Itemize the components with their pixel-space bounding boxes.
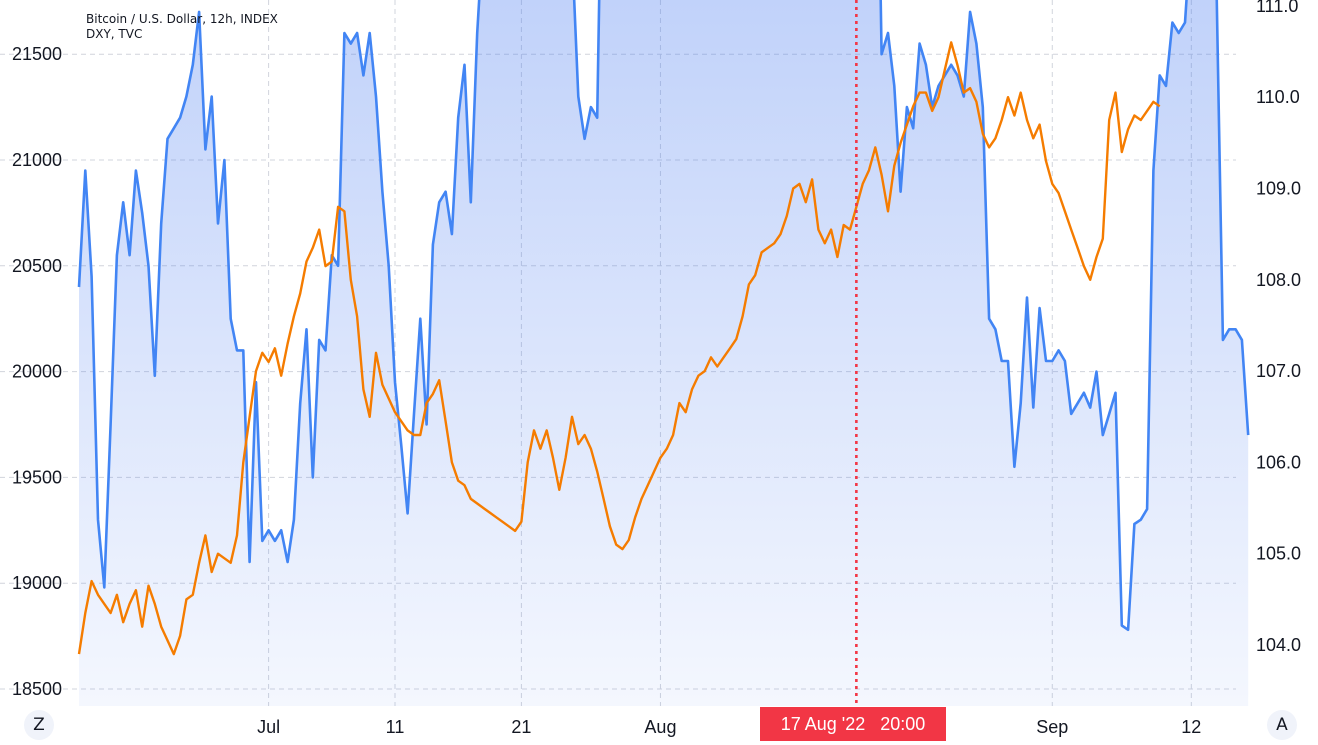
right-axis-tick-label: 104.0 xyxy=(1256,635,1301,655)
left-axis-tick-label: 21000 xyxy=(12,150,62,170)
left-axis-tick-label: 18500 xyxy=(12,679,62,699)
left-axis-tick-label: 21500 xyxy=(12,44,62,64)
x-axis-tick-label: Jul xyxy=(257,717,280,737)
auto-scale-button[interactable]: A xyxy=(1267,710,1297,740)
right-axis-tick-label: 111.0 xyxy=(1256,0,1298,16)
left-axis-tick-label: 19000 xyxy=(12,573,62,593)
plot-area xyxy=(77,0,1250,706)
left-axis-tick-label: 20000 xyxy=(12,362,62,382)
btc-price-line xyxy=(77,0,1250,632)
btc-area-fill xyxy=(79,0,1249,706)
right-axis-tick-label: 109.0 xyxy=(1256,179,1301,199)
axes-labels: 1850019000195002000020500210002150022000… xyxy=(12,0,1301,737)
left-axis-tick-label: 19500 xyxy=(12,467,62,487)
x-axis-tick-label: Aug xyxy=(644,717,676,737)
zoom-reset-button[interactable]: Z xyxy=(24,710,54,740)
right-axis-tick-label: 107.0 xyxy=(1256,361,1301,381)
left-axis-tick-label: 20500 xyxy=(12,256,62,276)
x-axis-tick-label: 21 xyxy=(511,717,531,737)
dxy-index-line xyxy=(77,41,1161,656)
legend-btc-label: Bitcoin / U.S. Dollar, 12h, INDEX xyxy=(86,12,278,26)
x-axis-tick-label: Sep xyxy=(1036,717,1068,737)
chart-legend: Bitcoin / U.S. Dollar, 12h, INDEX DXY, T… xyxy=(86,12,278,42)
x-axis-tick-label: 11 xyxy=(386,717,405,737)
x-axis-tick-label: 12 xyxy=(1181,717,1201,737)
legend-dxy-label: DXY, TVC xyxy=(86,27,143,41)
right-axis-tick-label: 106.0 xyxy=(1256,452,1301,472)
right-axis-tick-label: 105.0 xyxy=(1256,544,1301,564)
crosshair-time-label: 17 Aug '22 20:00 xyxy=(760,707,946,741)
right-axis-tick-label: 110.0 xyxy=(1256,87,1300,107)
right-axis-tick-label: 108.0 xyxy=(1256,270,1301,290)
